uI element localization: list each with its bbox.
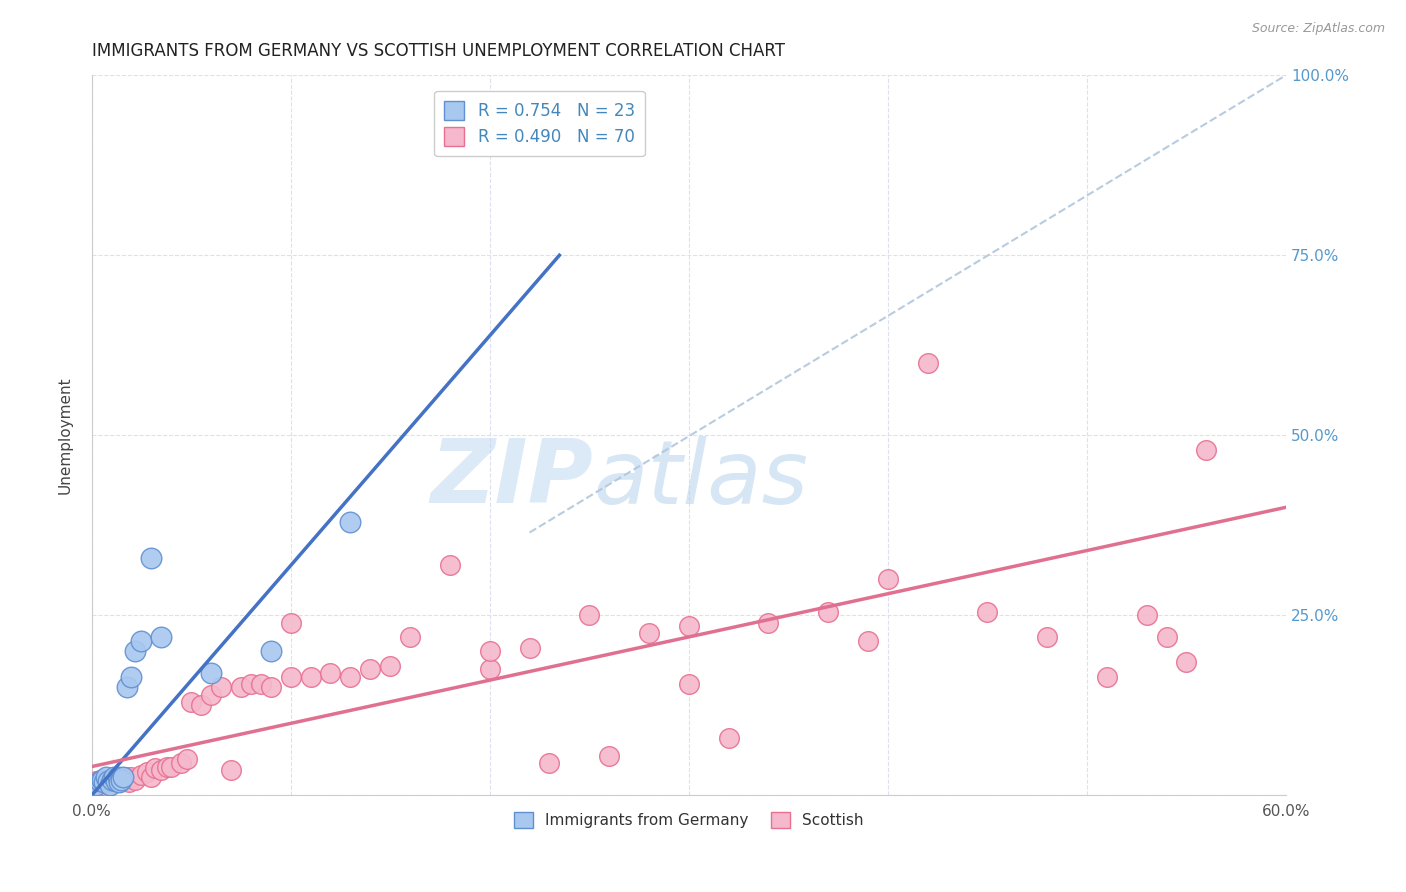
Point <box>96 775 118 789</box>
Point <box>578 608 600 623</box>
Point <box>107 771 129 785</box>
Text: IMMIGRANTS FROM GERMANY VS SCOTTISH UNEMPLOYMENT CORRELATION CHART: IMMIGRANTS FROM GERMANY VS SCOTTISH UNEM… <box>91 42 785 60</box>
Point <box>717 731 740 745</box>
Point <box>1036 630 1059 644</box>
Point <box>103 771 125 785</box>
Point <box>94 772 117 787</box>
Point <box>93 775 115 789</box>
Legend: Immigrants from Germany, Scottish: Immigrants from Germany, Scottish <box>508 806 869 835</box>
Point <box>156 759 179 773</box>
Point <box>108 771 131 785</box>
Point <box>856 633 879 648</box>
Point <box>98 778 121 792</box>
Point <box>110 774 132 789</box>
Point <box>131 633 153 648</box>
Point <box>180 695 202 709</box>
Point <box>100 774 122 789</box>
Point <box>380 658 402 673</box>
Point <box>976 605 998 619</box>
Point <box>260 644 283 658</box>
Point <box>598 748 620 763</box>
Point <box>141 550 163 565</box>
Point <box>1156 630 1178 644</box>
Point <box>131 768 153 782</box>
Point <box>399 630 422 644</box>
Point <box>83 778 105 792</box>
Point <box>678 677 700 691</box>
Point <box>118 775 141 789</box>
Point <box>94 771 117 785</box>
Point <box>239 677 262 691</box>
Point <box>209 681 232 695</box>
Point <box>150 630 173 644</box>
Point <box>190 698 212 713</box>
Point <box>478 662 501 676</box>
Point <box>260 681 283 695</box>
Point <box>112 771 135 785</box>
Point <box>103 771 125 785</box>
Point <box>319 665 342 680</box>
Point <box>104 772 127 787</box>
Point <box>219 763 242 777</box>
Point <box>114 772 136 787</box>
Point <box>200 688 222 702</box>
Point <box>1195 442 1218 457</box>
Point <box>817 605 839 619</box>
Point <box>150 763 173 777</box>
Point <box>100 772 122 787</box>
Point <box>89 774 111 789</box>
Point <box>170 756 193 770</box>
Point <box>107 775 129 789</box>
Point <box>96 774 118 789</box>
Point <box>98 778 121 792</box>
Point <box>89 772 111 787</box>
Point <box>136 765 159 780</box>
Point <box>108 775 131 789</box>
Point <box>200 665 222 680</box>
Point <box>638 626 661 640</box>
Point <box>117 771 139 785</box>
Point <box>1095 669 1118 683</box>
Point <box>359 662 381 676</box>
Text: ZIP: ZIP <box>430 435 593 522</box>
Point <box>758 615 780 630</box>
Point <box>93 774 115 789</box>
Point <box>250 677 273 691</box>
Point <box>120 771 142 785</box>
Point <box>478 644 501 658</box>
Point <box>84 774 107 789</box>
Point <box>110 772 132 787</box>
Point <box>84 778 107 792</box>
Point <box>229 681 252 695</box>
Point <box>1175 655 1198 669</box>
Text: atlas: atlas <box>593 435 808 522</box>
Point <box>299 669 322 683</box>
Point <box>112 771 135 785</box>
Point <box>439 558 461 572</box>
Point <box>678 619 700 633</box>
Point <box>519 640 541 655</box>
Point <box>1136 608 1159 623</box>
Point <box>160 759 183 773</box>
Y-axis label: Unemployment: Unemployment <box>58 376 72 494</box>
Point <box>876 572 898 586</box>
Point <box>104 774 127 789</box>
Point <box>117 681 139 695</box>
Point <box>339 669 361 683</box>
Point <box>280 615 302 630</box>
Point <box>120 669 142 683</box>
Point <box>538 756 561 770</box>
Point <box>124 772 146 787</box>
Point <box>176 752 198 766</box>
Point <box>339 515 361 529</box>
Point <box>90 772 112 787</box>
Point <box>90 778 112 792</box>
Point <box>86 775 108 789</box>
Text: Source: ZipAtlas.com: Source: ZipAtlas.com <box>1251 22 1385 36</box>
Point <box>280 669 302 683</box>
Point <box>141 771 163 785</box>
Point <box>917 356 939 370</box>
Point <box>143 761 166 775</box>
Point <box>124 644 146 658</box>
